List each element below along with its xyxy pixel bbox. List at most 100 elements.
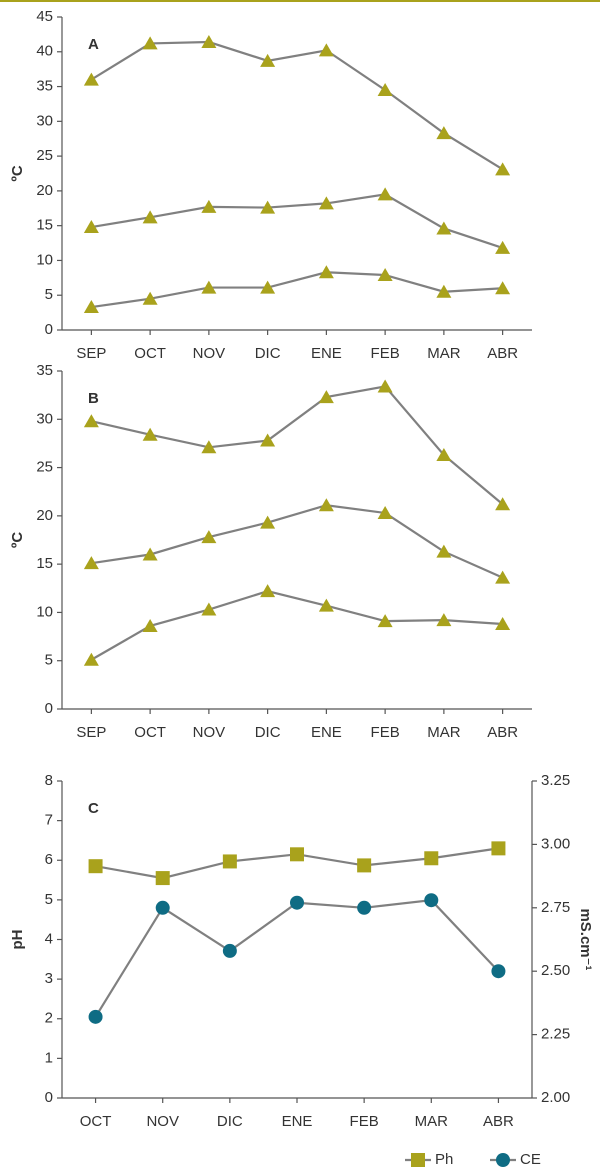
marker bbox=[436, 448, 452, 462]
marker bbox=[142, 210, 158, 224]
x-tick-label: FEB bbox=[350, 1113, 379, 1130]
x-tick-label: OCT bbox=[134, 724, 166, 741]
marker bbox=[377, 379, 393, 393]
marker bbox=[260, 584, 276, 598]
legend-marker bbox=[411, 1153, 425, 1167]
marker bbox=[495, 281, 511, 295]
marker bbox=[222, 943, 237, 958]
y2-axis-label: mS.cm⁻¹ bbox=[577, 908, 594, 970]
top-border bbox=[0, 0, 600, 2]
marker bbox=[88, 859, 103, 874]
y-tick-label: 20 bbox=[36, 507, 53, 524]
y-tick-label: 5 bbox=[45, 891, 53, 908]
marker bbox=[201, 440, 217, 454]
marker bbox=[83, 652, 99, 666]
marker bbox=[201, 530, 217, 544]
marker bbox=[495, 240, 511, 254]
marker bbox=[83, 72, 99, 86]
marker bbox=[83, 414, 99, 428]
x-tick-label: DIC bbox=[255, 724, 281, 741]
marker bbox=[318, 390, 334, 404]
legend-label: Ph bbox=[435, 1151, 453, 1168]
y-axis-label: ºC bbox=[9, 532, 26, 548]
series-line bbox=[91, 193, 503, 249]
marker bbox=[424, 851, 439, 866]
y-tick-label: 35 bbox=[36, 362, 53, 379]
marker bbox=[357, 858, 372, 873]
marker bbox=[290, 895, 304, 910]
marker bbox=[260, 200, 276, 214]
x-tick-label: DIC bbox=[217, 1113, 243, 1130]
marker bbox=[495, 497, 511, 511]
x-tick-label: ENE bbox=[311, 724, 342, 741]
x-tick-label: ABR bbox=[483, 1113, 514, 1130]
series-line bbox=[91, 271, 503, 309]
y-tick-label: 30 bbox=[36, 112, 53, 129]
panel-label: C bbox=[88, 800, 99, 817]
marker bbox=[88, 1009, 103, 1024]
y-tick-label: 25 bbox=[36, 147, 53, 164]
series-line bbox=[94, 899, 500, 1018]
marker bbox=[142, 427, 158, 441]
x-tick-label: ABR bbox=[487, 345, 518, 362]
x-tick-label: OCT bbox=[134, 345, 166, 362]
marker bbox=[495, 617, 511, 631]
y2-tick-label: 2.00 bbox=[541, 1089, 570, 1106]
marker bbox=[318, 196, 334, 210]
marker bbox=[491, 964, 506, 979]
legend-label: CE bbox=[520, 1151, 541, 1168]
marker bbox=[377, 83, 393, 97]
marker bbox=[318, 265, 334, 279]
x-tick-label: FEB bbox=[371, 724, 400, 741]
marker bbox=[260, 433, 276, 447]
y-tick-label: 6 bbox=[45, 851, 53, 868]
marker bbox=[436, 126, 452, 140]
panel-label: B bbox=[88, 390, 99, 407]
y-tick-label: 0 bbox=[45, 1089, 53, 1106]
y2-tick-label: 3.00 bbox=[541, 835, 570, 852]
y-tick-label: 45 bbox=[36, 8, 53, 25]
marker bbox=[222, 854, 237, 869]
marker bbox=[201, 280, 217, 294]
y2-tick-label: 2.25 bbox=[541, 1026, 570, 1043]
x-tick-label: MAR bbox=[415, 1113, 449, 1130]
marker bbox=[83, 556, 99, 570]
marker bbox=[377, 614, 393, 628]
marker bbox=[83, 300, 99, 314]
x-tick-label: NOV bbox=[146, 1113, 179, 1130]
marker bbox=[436, 284, 452, 298]
y2-tick-label: 2.75 bbox=[541, 899, 570, 916]
y-axis-label: pH bbox=[9, 930, 26, 950]
marker bbox=[377, 187, 393, 201]
y-tick-label: 2 bbox=[45, 1010, 53, 1027]
y-tick-label: 0 bbox=[45, 700, 53, 717]
marker bbox=[83, 220, 99, 234]
marker bbox=[155, 900, 170, 915]
x-tick-label: DIC bbox=[255, 345, 281, 362]
y-tick-label: 1 bbox=[45, 1049, 53, 1066]
x-tick-label: MAR bbox=[427, 345, 461, 362]
marker bbox=[436, 221, 452, 235]
marker bbox=[155, 871, 170, 886]
marker bbox=[201, 35, 217, 49]
x-tick-label: SEP bbox=[76, 345, 106, 362]
marker bbox=[142, 547, 158, 561]
marker bbox=[260, 515, 276, 529]
marker bbox=[495, 570, 511, 584]
marker bbox=[491, 841, 506, 856]
y-tick-label: 5 bbox=[45, 286, 53, 303]
marker bbox=[260, 53, 276, 67]
y-tick-label: 4 bbox=[45, 930, 53, 947]
marker bbox=[377, 505, 393, 519]
y-tick-label: 7 bbox=[45, 812, 53, 829]
marker bbox=[424, 893, 439, 908]
marker bbox=[201, 199, 217, 213]
marker bbox=[290, 847, 304, 862]
marker bbox=[318, 598, 334, 612]
marker bbox=[142, 36, 158, 50]
marker bbox=[142, 618, 158, 632]
y-tick-label: 3 bbox=[45, 970, 53, 987]
y-tick-label: 8 bbox=[45, 772, 53, 789]
marker bbox=[318, 498, 334, 512]
